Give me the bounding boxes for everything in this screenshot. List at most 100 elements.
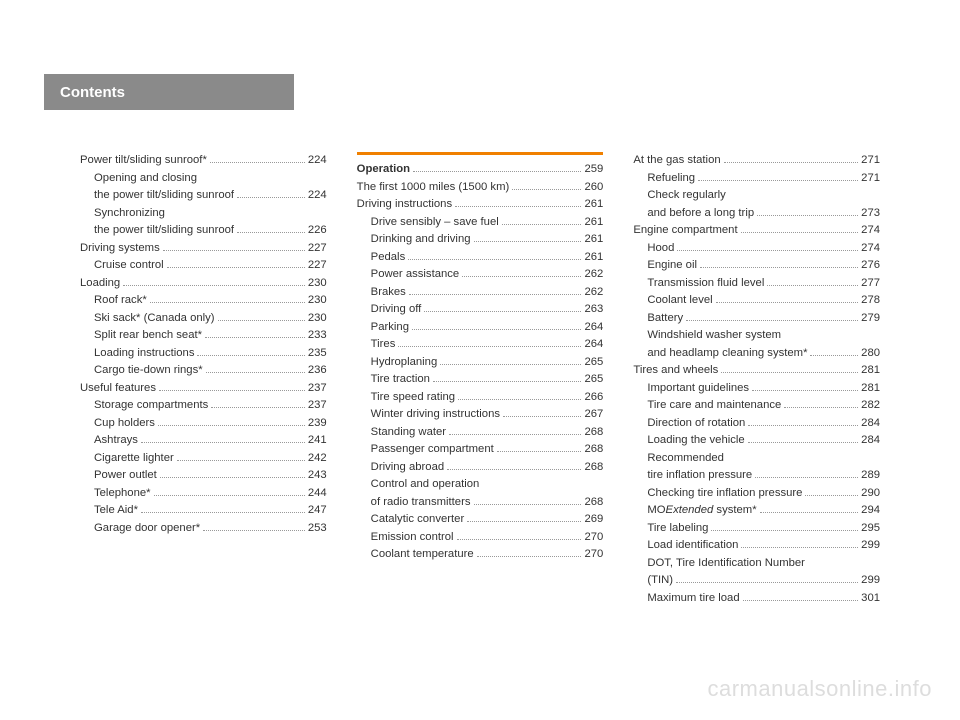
toc-entry: Tires and wheels281 [633,362,880,380]
toc-page: 282 [861,397,880,415]
toc-page: 273 [861,205,880,223]
toc-label: Tire traction [357,371,430,389]
toc-entry: Checking tire inflation pressure290 [633,485,880,503]
toc-label: Catalytic converter [357,511,465,529]
toc-label: Brakes [357,284,406,302]
toc-columns: Power tilt/sliding sunroof*224Opening an… [80,152,880,607]
toc-entry: Ski sack* (Canada only)230 [80,310,327,328]
toc-label: Standing water [357,424,446,442]
toc-entry: Catalytic converter269 [357,511,604,529]
toc-dots [805,495,858,496]
toc-page: 224 [308,152,327,170]
toc-entry: Opening and closing [80,170,327,188]
toc-dots [497,451,582,452]
toc-page: 260 [584,179,603,197]
toc-dots [408,259,581,260]
toc-page: 261 [584,196,603,214]
toc-dots [412,329,582,330]
toc-entry: Tele Aid*247 [80,502,327,520]
toc-dots [698,180,858,181]
toc-page: 237 [308,397,327,415]
toc-label: of radio transmitters [357,494,471,512]
toc-page: 224 [308,187,327,205]
toc-dots [123,285,305,286]
toc-entry: At the gas station271 [633,152,880,170]
toc-dots [458,399,581,400]
toc-page: 244 [308,485,327,503]
toc-entry: Power tilt/sliding sunroof*224 [80,152,327,170]
toc-label: Transmission fluid level [633,275,764,293]
toc-page: 230 [308,292,327,310]
toc-entry: Tire traction265 [357,371,604,389]
toc-page: 227 [308,240,327,258]
toc-dots [467,521,581,522]
toc-entry: Driving instructions261 [357,196,604,214]
toc-label: Ashtrays [80,432,138,450]
toc-label: Pedals [357,249,406,267]
toc-entry: Windshield washer system [633,327,880,345]
toc-label: the power tilt/sliding sunroof [80,222,234,240]
toc-column-1: Power tilt/sliding sunroof*224Opening an… [80,152,327,607]
toc-entry: (TIN)299 [633,572,880,590]
toc-label: Garage door opener* [80,520,200,538]
toc-entry: Engine compartment274 [633,222,880,240]
toc-entry: Cup holders239 [80,415,327,433]
toc-entry: Telephone*244 [80,485,327,503]
toc-label: Loading the vehicle [633,432,744,450]
toc-label: Windshield washer system [633,327,781,345]
toc-dots [424,311,581,312]
toc-dots [752,390,858,391]
toc-dots [755,477,858,478]
toc-dots [784,407,858,408]
toc-dots [477,556,582,557]
toc-entry: Maximum tire load301 [633,590,880,608]
toc-entry: Tire care and maintenance282 [633,397,880,415]
toc-label: Coolant level [633,292,712,310]
toc-label: Tires and wheels [633,362,718,380]
toc-dots [686,320,858,321]
toc-entry: Useful features237 [80,380,327,398]
toc-page: 236 [308,362,327,380]
toc-dots [440,364,581,365]
toc-dots [503,416,581,417]
toc-page: 268 [584,459,603,477]
section-accent [357,152,604,155]
toc-dots [449,434,581,435]
toc-entry: Cigarette lighter242 [80,450,327,468]
toc-entry: Passenger compartment268 [357,441,604,459]
toc-entry: Ashtrays241 [80,432,327,450]
toc-entry: Drinking and driving261 [357,231,604,249]
toc-label: Maximum tire load [633,590,739,608]
toc-dots [721,372,858,373]
toc-entry: Driving systems 227 [80,240,327,258]
toc-entry: Coolant temperature270 [357,546,604,564]
toc-dots [413,171,581,172]
toc-entry: Driving abroad268 [357,459,604,477]
toc-entry: Standing water268 [357,424,604,442]
toc-label: Loading instructions [80,345,194,363]
toc-entry: Check regularly [633,187,880,205]
toc-label: Coolant temperature [357,546,474,564]
toc-dots [141,512,305,513]
toc-page: 274 [861,222,880,240]
toc-page: 271 [861,152,880,170]
toc-label: the power tilt/sliding sunroof [80,187,234,205]
toc-entry: Split rear bench seat*233 [80,327,327,345]
toc-label: Driving systems [80,240,160,258]
toc-label: Opening and closing [80,170,197,188]
toc-dots [197,355,304,356]
toc-page: 239 [308,415,327,433]
toc-entry: Coolant level278 [633,292,880,310]
toc-label: Load identification [633,537,738,555]
toc-label: and before a long trip [633,205,754,223]
toc-entry: Garage door opener*253 [80,520,327,538]
toc-dots [767,285,858,286]
toc-entry: and headlamp cleaning system*280 [633,345,880,363]
toc-label: Winter driving instructions [357,406,500,424]
toc-label: Refueling [633,170,695,188]
toc-column-2: Operation259The first 1000 miles (1500 k… [357,152,604,607]
toc-label: Recommended [633,450,724,468]
toc-dots [757,215,858,216]
toc-entry: Important guidelines281 [633,380,880,398]
toc-label: Drive sensibly – save fuel [357,214,499,232]
